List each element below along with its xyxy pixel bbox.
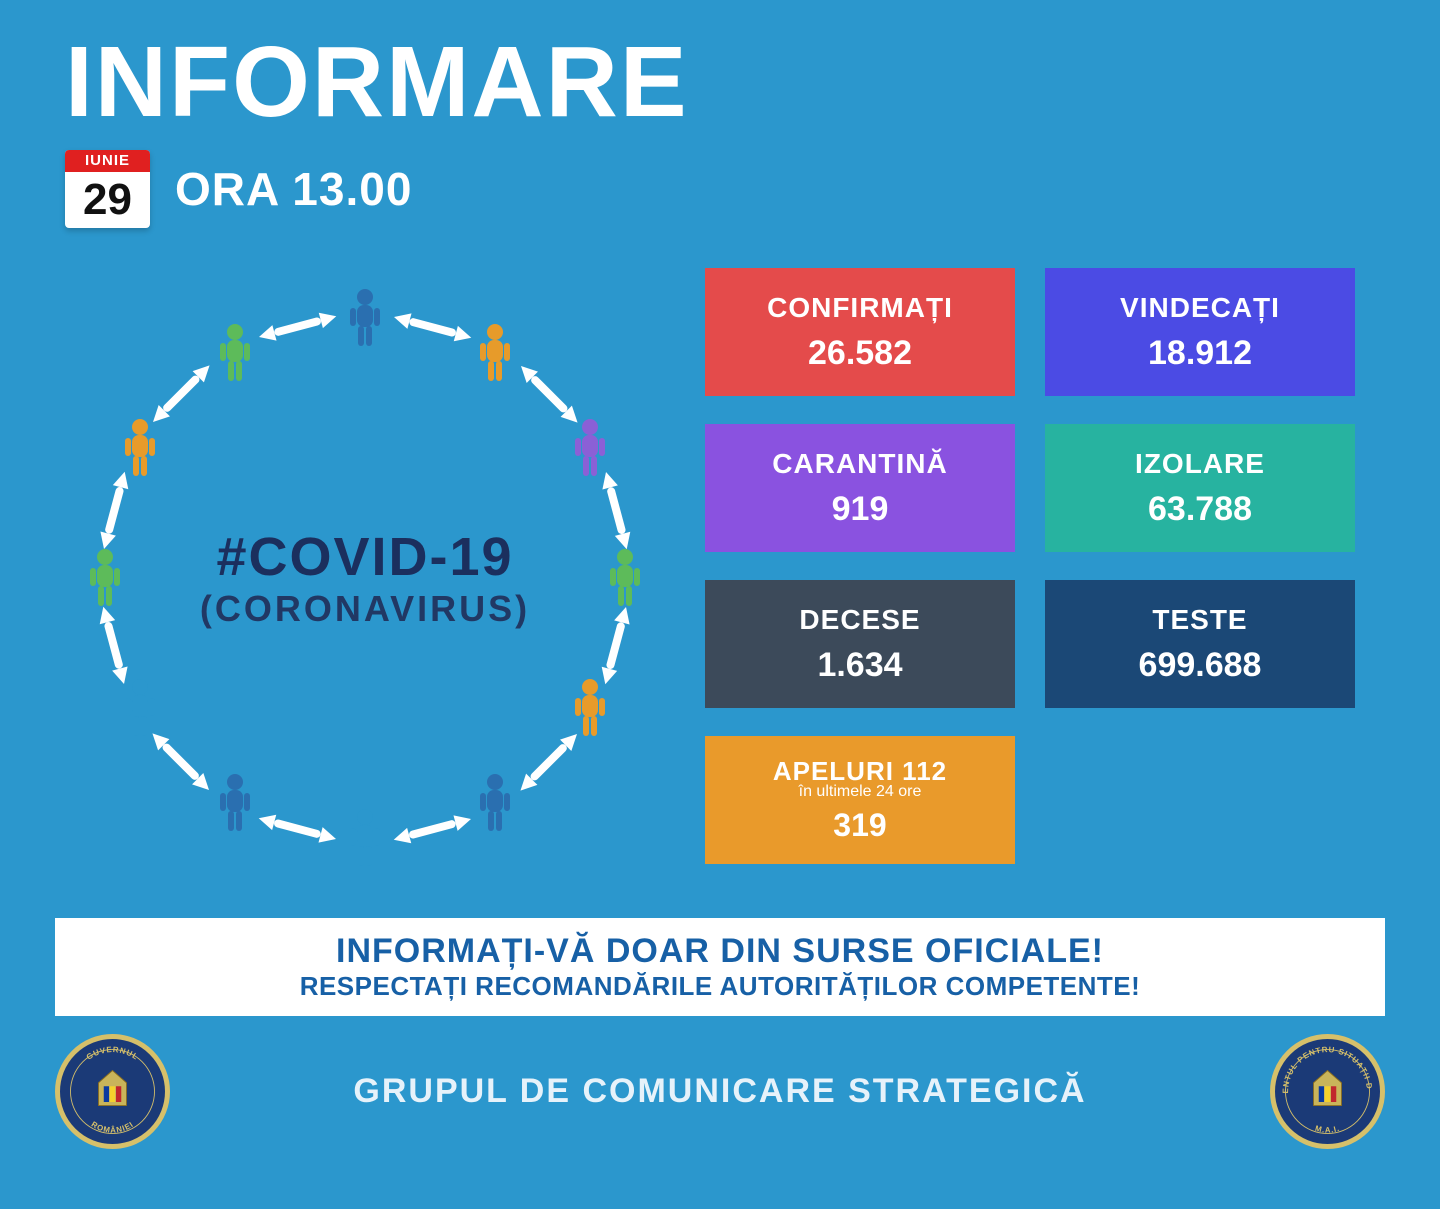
stat-apeluri: APELURI 112 în ultimele 24 ore 319 [705, 736, 1015, 864]
stat-teste: TESTE 699.688 [1045, 580, 1355, 708]
emblem-right: DEPARTAMENTUL PENTRU SITUAȚII DE URGENȚĂ… [1270, 1034, 1385, 1149]
covid-subtitle: (CORONAVIRUS) [200, 588, 530, 630]
svg-text:ROMÂNIEI: ROMÂNIEI [90, 1120, 136, 1135]
time-label: ORA 13.00 [175, 162, 412, 216]
person-icon [572, 678, 608, 738]
stat-label: CONFIRMAȚI [767, 292, 953, 324]
calendar-icon: IUNIE 29 [65, 150, 150, 228]
person-icon [607, 548, 643, 608]
stat-sub: în ultimele 24 ore [799, 783, 922, 801]
svg-text:M.A.I.: M.A.I. [1314, 1124, 1341, 1135]
svg-text:GUVERNUL: GUVERNUL [85, 1045, 140, 1062]
person-icon [87, 548, 123, 608]
person-icon [347, 808, 383, 868]
stat-label: DECESE [799, 604, 920, 636]
transmission-circle: #COVID-19 (CORONAVIRUS) [55, 268, 675, 888]
arrow-icon [153, 366, 210, 423]
stat-decese: DECESE 1.634 [705, 580, 1015, 708]
arrow-icon [394, 317, 471, 338]
arrow-icon [259, 819, 336, 840]
stat-value: 319 [833, 807, 886, 844]
stat-value: 18.912 [1148, 334, 1252, 373]
stat-izolare: IZOLARE 63.788 [1045, 424, 1355, 552]
arrow-icon [104, 472, 125, 549]
footer-line-2: RESPECTAȚI RECOMANDĂRILE AUTORITĂȚILOR C… [65, 971, 1375, 1002]
stat-value: 699.688 [1139, 646, 1262, 685]
stats-grid: CONFIRMAȚI 26.582 VINDECAȚI 18.912 CARAN… [705, 268, 1355, 888]
person-icon [217, 323, 253, 383]
stat-value: 1.634 [817, 646, 902, 685]
stat-label: VINDECAȚI [1120, 292, 1280, 324]
stat-value: 919 [832, 490, 889, 529]
calendar-month: IUNIE [65, 150, 150, 172]
covid-hashtag: #COVID-19 [200, 526, 530, 588]
person-icon [217, 773, 253, 833]
stat-carantina: CARANTINĂ 919 [705, 424, 1015, 552]
emblem-left: GUVERNUL ROMÂNIEI [55, 1034, 170, 1149]
person-icon [477, 773, 513, 833]
stat-label: TESTE [1152, 604, 1247, 636]
stat-confirmati: CONFIRMAȚI 26.582 [705, 268, 1015, 396]
arrow-icon [606, 472, 627, 549]
page-title: INFORMARE [0, 0, 1440, 150]
arrow-icon [103, 607, 124, 684]
person-icon [122, 418, 158, 478]
arrow-icon [153, 734, 210, 791]
person-icon [477, 323, 513, 383]
stat-label: IZOLARE [1135, 448, 1265, 480]
stat-vindecati: VINDECAȚI 18.912 [1045, 268, 1355, 396]
calendar-day: 29 [65, 172, 150, 228]
person-icon [347, 288, 383, 348]
person-icon [122, 678, 158, 738]
stat-label: CARANTINĂ [772, 448, 947, 480]
arrow-icon [521, 734, 578, 791]
covid-label: #COVID-19 (CORONAVIRUS) [200, 526, 530, 630]
arrow-icon [394, 819, 471, 840]
arrow-icon [606, 607, 627, 684]
footer-banner: INFORMAȚI-VĂ DOAR DIN SURSE OFICIALE! RE… [55, 918, 1385, 1016]
arrow-icon [259, 316, 336, 337]
stat-value: 26.582 [808, 334, 912, 373]
arrow-icon [521, 366, 578, 423]
footer-line-1: INFORMAȚI-VĂ DOAR DIN SURSE OFICIALE! [65, 932, 1375, 971]
date-row: IUNIE 29 ORA 13.00 [0, 150, 1440, 228]
person-icon [572, 418, 608, 478]
bottom-row: GUVERNUL ROMÂNIEI GRUPUL DE COMUNICARE S… [0, 1016, 1440, 1149]
org-name: GRUPUL DE COMUNICARE STRATEGICĂ [353, 1072, 1086, 1111]
stat-value: 63.788 [1148, 490, 1252, 529]
